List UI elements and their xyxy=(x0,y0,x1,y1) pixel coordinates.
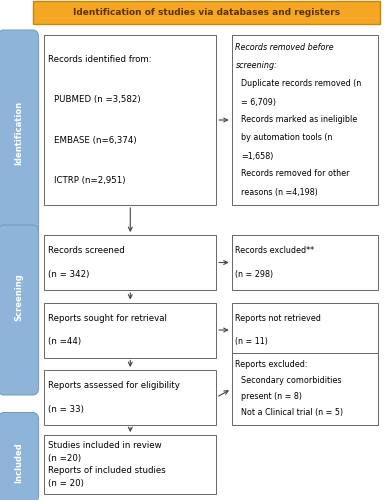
Bar xyxy=(232,35,378,205)
Text: EMBASE (n=6,374): EMBASE (n=6,374) xyxy=(54,136,137,145)
Text: Reports assessed for eligibility: Reports assessed for eligibility xyxy=(48,381,180,390)
Bar xyxy=(33,1,380,24)
Text: PUBMED (n =3,582): PUBMED (n =3,582) xyxy=(54,95,141,104)
Text: Identification of studies via databases and registers: Identification of studies via databases … xyxy=(73,8,340,17)
Text: Reports sought for retrieval: Reports sought for retrieval xyxy=(48,314,167,323)
Text: present (n = 8): present (n = 8) xyxy=(241,392,302,402)
Text: Reports excluded:: Reports excluded: xyxy=(235,360,308,369)
Text: Records removed before: Records removed before xyxy=(235,44,334,52)
Text: Included: Included xyxy=(14,442,23,483)
Text: Records screened: Records screened xyxy=(48,246,125,255)
Text: ICTRP (n=2,951): ICTRP (n=2,951) xyxy=(54,176,125,185)
Text: = 6,709): = 6,709) xyxy=(241,98,276,106)
Text: Reports of included studies: Reports of included studies xyxy=(48,466,166,475)
FancyBboxPatch shape xyxy=(0,225,39,395)
Bar xyxy=(232,302,378,358)
Text: Not a Clinical trial (n = 5): Not a Clinical trial (n = 5) xyxy=(241,408,344,418)
Text: Records identified from:: Records identified from: xyxy=(48,54,152,64)
Text: Records marked as ineligible: Records marked as ineligible xyxy=(241,116,357,124)
Bar xyxy=(44,35,216,205)
Text: =1,658): =1,658) xyxy=(241,152,274,160)
Text: Records removed for other: Records removed for other xyxy=(241,170,350,178)
Bar xyxy=(232,352,378,425)
Text: (n =20): (n =20) xyxy=(48,454,81,462)
Bar xyxy=(44,235,216,290)
Text: Studies included in review: Studies included in review xyxy=(48,441,162,450)
Text: (n = 20): (n = 20) xyxy=(48,479,84,488)
Bar xyxy=(44,370,216,425)
FancyBboxPatch shape xyxy=(0,412,39,500)
Text: (n = 33): (n = 33) xyxy=(48,405,84,414)
Text: (n = 298): (n = 298) xyxy=(235,270,274,279)
FancyBboxPatch shape xyxy=(0,30,39,235)
Bar xyxy=(232,235,378,290)
Text: (n = 342): (n = 342) xyxy=(48,270,90,279)
Bar xyxy=(44,435,216,494)
Text: Identification: Identification xyxy=(14,100,23,164)
Text: Secondary comorbidities: Secondary comorbidities xyxy=(241,376,342,385)
Text: Duplicate records removed (n: Duplicate records removed (n xyxy=(241,80,362,88)
Text: reasons (n =4,198): reasons (n =4,198) xyxy=(241,188,318,196)
Text: Screening: Screening xyxy=(14,274,23,322)
Text: (n = 11): (n = 11) xyxy=(235,337,268,346)
Text: Reports not retrieved: Reports not retrieved xyxy=(235,314,321,323)
Text: (n =44): (n =44) xyxy=(48,337,81,346)
Bar xyxy=(44,302,216,358)
Text: screening:: screening: xyxy=(235,62,277,70)
Text: by automation tools (n: by automation tools (n xyxy=(241,134,333,142)
Text: Records excluded**: Records excluded** xyxy=(235,246,315,255)
